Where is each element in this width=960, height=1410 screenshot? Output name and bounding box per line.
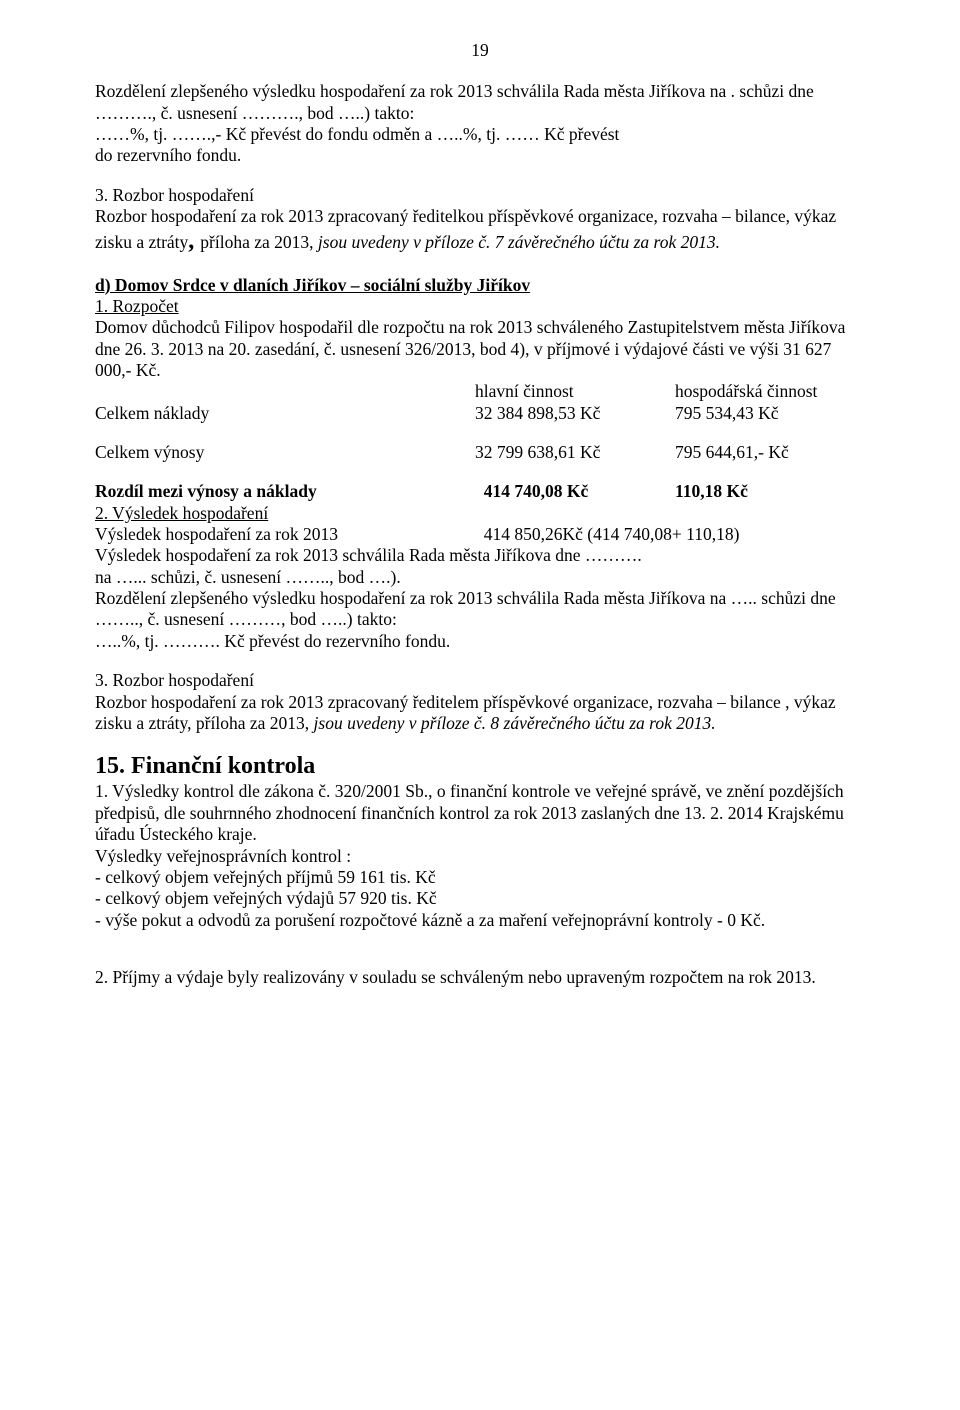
- intro-block: Rozdělení zlepšeného výsledku hospodařen…: [95, 81, 865, 166]
- section-3b-block: 3. Rozbor hospodaření Rozbor hospodaření…: [95, 670, 865, 734]
- spacer: [95, 949, 865, 967]
- intro-line-2: ……%, tj. …….,- Kč převést do fondu odměn…: [95, 124, 865, 145]
- d2-line-2: Výsledek hospodaření za rok 2013 schváli…: [95, 545, 865, 566]
- row-naklady-v1: 32 384 898,53 Kč: [475, 403, 675, 424]
- d2-line-4: Rozdělení zlepšeného výsledku hospodařen…: [95, 588, 865, 631]
- row-rozdil-v2: 110,18 Kč: [675, 481, 865, 502]
- row-rozdil-label: Rozdíl mezi výnosy a náklady: [95, 481, 475, 502]
- intro-line-3: do rezervního fondu.: [95, 145, 865, 166]
- col-hospodarska: hospodářská činnost: [675, 381, 865, 402]
- section-3b-body: Rozbor hospodaření za rok 2013 zpracovan…: [95, 692, 865, 735]
- row-vynosy: Celkem výnosy 32 799 638,61 Kč 795 644,6…: [95, 442, 865, 463]
- f-line-1: 1. Výsledky kontrol dle zákona č. 320/20…: [95, 781, 865, 845]
- row-vynosy-label: Celkem výnosy: [95, 442, 475, 463]
- section-3a-big-comma: ,: [188, 228, 200, 254]
- spacer: [95, 652, 865, 670]
- row-naklady: Celkem náklady 32 384 898,53 Kč 795 534,…: [95, 403, 865, 424]
- section-3a-body: Rozbor hospodaření za rok 2013 zpracovan…: [95, 206, 865, 257]
- d2-vysledek-label: Výsledek hospodaření za rok 2013: [95, 524, 475, 545]
- column-headers: hlavní činnost hospodářská činnost: [95, 381, 865, 402]
- section-d1-body: Domov důchodců Filipov hospodařil dle ro…: [95, 317, 865, 381]
- f-line-4: - celkový objem veřejných výdajů 57 920 …: [95, 888, 865, 909]
- f-line-5: - výše pokut a odvodů za porušení rozpoč…: [95, 910, 865, 931]
- row-vynosy-v1: 32 799 638,61 Kč: [475, 442, 675, 463]
- row-naklady-label: Celkem náklady: [95, 403, 475, 424]
- page-number: 19: [95, 40, 865, 61]
- spacer: [95, 463, 865, 481]
- f-line-3: - celkový objem veřejných příjmů 59 161 …: [95, 867, 865, 888]
- col-empty: [95, 381, 475, 402]
- section-3b-body-italic: jsou uvedeny v příloze č. 8 závěrečného …: [314, 713, 716, 733]
- section-d1-title: 1. Rozpočet: [95, 296, 865, 317]
- row-vynosy-v2: 795 644,61,- Kč: [675, 442, 865, 463]
- row-rozdil-v1: 414 740,08 Kč: [475, 481, 675, 502]
- d2-line-5: …..%, tj. ………. Kč převést do rezervního …: [95, 631, 865, 652]
- col-hlavni: hlavní činnost: [475, 381, 675, 402]
- heading-15: 15. Finanční kontrola: [95, 752, 865, 781]
- row-rozdil: Rozdíl mezi výnosy a náklady 414 740,08 …: [95, 481, 865, 502]
- f-line-6: 2. Příjmy a výdaje byly realizovány v so…: [95, 967, 865, 988]
- section-3b-title: 3. Rozbor hospodaření: [95, 670, 865, 691]
- row-naklady-v2: 795 534,43 Kč: [675, 403, 865, 424]
- spacer: [95, 424, 865, 442]
- d2-vysledek-value: 414 850,26Kč (414 740,08+ 110,18): [475, 524, 865, 545]
- f-line-2: Výsledky veřejnosprávních kontrol :: [95, 846, 865, 867]
- d2-line-3: na …... schůzi, č. usnesení …….., bod ….…: [95, 567, 865, 588]
- section-3a-title: 3. Rozbor hospodaření: [95, 185, 865, 206]
- section-d-title: d) Domov Srdce v dlaních Jiříkov – sociá…: [95, 275, 865, 296]
- section-d2-title: 2. Výsledek hospodaření: [95, 503, 865, 524]
- section-3a-body-part2: příloha za 2013,: [200, 232, 318, 252]
- d2-row-vysledek: Výsledek hospodaření za rok 2013 414 850…: [95, 524, 865, 545]
- section-d-block: d) Domov Srdce v dlaních Jiříkov – sociá…: [95, 275, 865, 653]
- intro-line-1: Rozdělení zlepšeného výsledku hospodařen…: [95, 81, 865, 124]
- section-3a-block: 3. Rozbor hospodaření Rozbor hospodaření…: [95, 185, 865, 257]
- section-15-block: 1. Výsledky kontrol dle zákona č. 320/20…: [95, 781, 865, 930]
- section-3a-body-italic: jsou uvedeny v příloze č. 7 závěrečného …: [318, 232, 720, 252]
